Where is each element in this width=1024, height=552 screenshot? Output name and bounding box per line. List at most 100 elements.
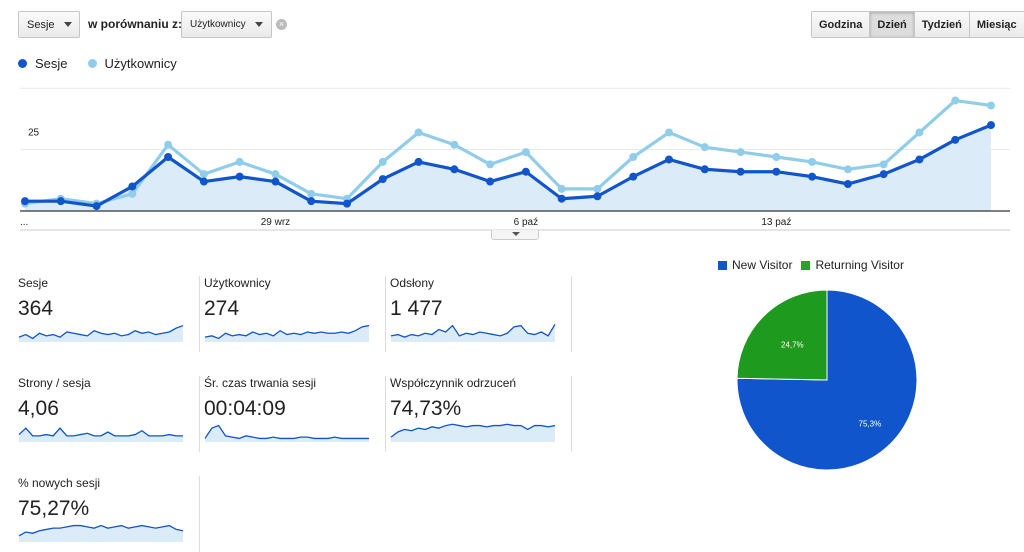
metric-sparkline — [18, 524, 184, 542]
data-point-uzytkownicy[interactable] — [378, 157, 387, 166]
data-point-sesje[interactable] — [879, 170, 888, 179]
data-point-uzytkownicy[interactable] — [271, 170, 280, 179]
sparkline-line — [18, 524, 184, 537]
data-point-sesje[interactable] — [772, 167, 781, 176]
data-point-sesje[interactable] — [808, 172, 817, 181]
chart-legend: Sesje Użytkownicy — [18, 56, 197, 71]
data-point-uzytkownicy[interactable] — [307, 189, 316, 198]
metric-card[interactable]: Użytkownicy 274 — [204, 276, 386, 352]
legend-item-uzytkownicy[interactable]: Użytkownicy — [87, 56, 177, 71]
data-point-uzytkownicy[interactable] — [450, 140, 459, 149]
pie-legend: New Visitor Returning Visitor — [718, 258, 913, 272]
sessions-area — [25, 125, 991, 211]
sparkline-area — [19, 428, 183, 442]
metric-sparkline — [390, 323, 556, 342]
chevron-down-icon — [254, 22, 263, 27]
compare-dropdown[interactable]: Użytkownicy — [181, 11, 272, 38]
data-point-sesje[interactable] — [56, 197, 65, 206]
data-point-sesje[interactable] — [450, 165, 459, 174]
data-point-sesje[interactable] — [987, 121, 995, 130]
metric-value: 364 — [18, 297, 54, 320]
data-point-uzytkownicy[interactable] — [736, 148, 745, 157]
metric-value: 274 — [204, 297, 240, 320]
metric-card[interactable]: Śr. czas trwania sesji 00:04:09 — [204, 376, 386, 452]
data-point-sesje[interactable] — [164, 153, 173, 161]
data-point-uzytkownicy[interactable] — [915, 128, 924, 137]
data-point-sesje[interactable] — [378, 175, 387, 184]
data-point-uzytkownicy[interactable] — [987, 101, 995, 110]
sparkline-line — [204, 424, 369, 440]
pie-label-new-visitor: 75,3% — [859, 420, 882, 429]
metric-label: Współczynnik odrzuceń — [390, 376, 517, 390]
sparkline-area — [205, 425, 369, 442]
data-point-sesje[interactable] — [665, 155, 673, 164]
data-point-uzytkownicy[interactable] — [808, 157, 817, 166]
data-point-sesje[interactable] — [951, 135, 960, 144]
data-point-uzytkownicy[interactable] — [843, 165, 852, 174]
data-point-sesje[interactable] — [307, 197, 316, 206]
pie-legend-swatch-returning — [801, 260, 811, 270]
data-point-sesje[interactable] — [271, 177, 280, 186]
data-point-uzytkownicy[interactable] — [629, 153, 638, 161]
data-point-sesje[interactable] — [235, 172, 244, 181]
metric-card[interactable]: % nowych sesji 75,27% — [18, 476, 200, 552]
metric-value: 4,06 — [18, 397, 59, 420]
pie-slice-returning-visitor[interactable] — [736, 289, 828, 381]
data-point-uzytkownicy[interactable] — [557, 184, 566, 193]
granularity-day-button[interactable]: Dzień — [869, 12, 914, 37]
data-point-sesje[interactable] — [915, 155, 924, 164]
data-point-sesje[interactable] — [21, 197, 29, 206]
data-point-uzytkownicy[interactable] — [951, 96, 960, 105]
pie-legend-new-visitor[interactable]: New Visitor — [718, 258, 792, 272]
data-point-sesje[interactable] — [414, 157, 423, 166]
data-point-sesje[interactable] — [593, 192, 602, 201]
granularity-month-button[interactable]: Miesiąc — [968, 12, 1024, 37]
sparkline-line — [18, 427, 183, 437]
data-point-sesje[interactable] — [700, 165, 709, 174]
data-point-sesje[interactable] — [486, 177, 495, 186]
data-point-uzytkownicy[interactable] — [593, 184, 602, 193]
data-point-uzytkownicy[interactable] — [521, 148, 530, 157]
data-point-uzytkownicy[interactable] — [700, 143, 709, 152]
chevron-down-icon — [63, 22, 72, 27]
compare-label: w porównaniu z: — [88, 17, 182, 31]
x-axis-tick-label: ... — [20, 217, 28, 228]
data-point-uzytkownicy[interactable] — [199, 170, 208, 179]
data-point-uzytkownicy[interactable] — [879, 160, 888, 169]
data-point-uzytkownicy[interactable] — [128, 189, 137, 198]
data-point-sesje[interactable] — [557, 194, 566, 203]
data-point-uzytkownicy[interactable] — [665, 128, 673, 137]
pie-legend-returning-visitor[interactable]: Returning Visitor — [801, 258, 904, 272]
data-point-sesje[interactable] — [521, 167, 530, 176]
data-point-uzytkownicy[interactable] — [772, 153, 781, 161]
x-axis-tick-label: 13 paź — [761, 217, 791, 228]
chart-collapse-handle[interactable] — [491, 230, 539, 240]
pie-legend-label-returning: Returning Visitor — [815, 258, 904, 272]
granularity-toggle: Godzina Dzień Tydzień Miesiąc — [811, 11, 1024, 38]
metric-card[interactable]: Strony / sesja 4,06 — [18, 376, 200, 452]
granularity-week-button[interactable]: Tydzień — [913, 12, 969, 37]
metric-card[interactable]: Sesje 364 — [18, 276, 200, 352]
sparkline-area — [205, 325, 369, 342]
metric-label: Użytkownicy — [204, 276, 271, 290]
data-point-sesje[interactable] — [629, 172, 638, 181]
data-point-sesje[interactable] — [199, 177, 208, 186]
data-point-sesje[interactable] — [736, 167, 745, 176]
sparkline-area — [391, 424, 555, 442]
data-point-sesje[interactable] — [92, 202, 101, 211]
data-point-sesje[interactable] — [843, 180, 852, 188]
metric-label: Śr. czas trwania sesji — [204, 376, 317, 390]
x-axis-tick-label: 6 paź — [514, 217, 538, 228]
metric-card[interactable]: Współczynnik odrzuceń 74,73% — [390, 376, 572, 452]
data-point-uzytkownicy[interactable] — [235, 157, 244, 166]
data-point-sesje[interactable] — [128, 182, 137, 191]
clear-compare-icon[interactable]: × — [276, 19, 287, 30]
data-point-sesje[interactable] — [343, 199, 351, 208]
data-point-uzytkownicy[interactable] — [414, 128, 423, 137]
granularity-hour-button[interactable]: Godzina — [812, 12, 870, 37]
data-point-uzytkownicy[interactable] — [486, 160, 495, 169]
data-point-uzytkownicy[interactable] — [164, 140, 173, 149]
metric-dropdown[interactable]: Sesje — [18, 11, 80, 38]
legend-item-sesje[interactable]: Sesje — [18, 56, 68, 71]
metric-card[interactable]: Odsłony 1 477 — [390, 276, 572, 352]
